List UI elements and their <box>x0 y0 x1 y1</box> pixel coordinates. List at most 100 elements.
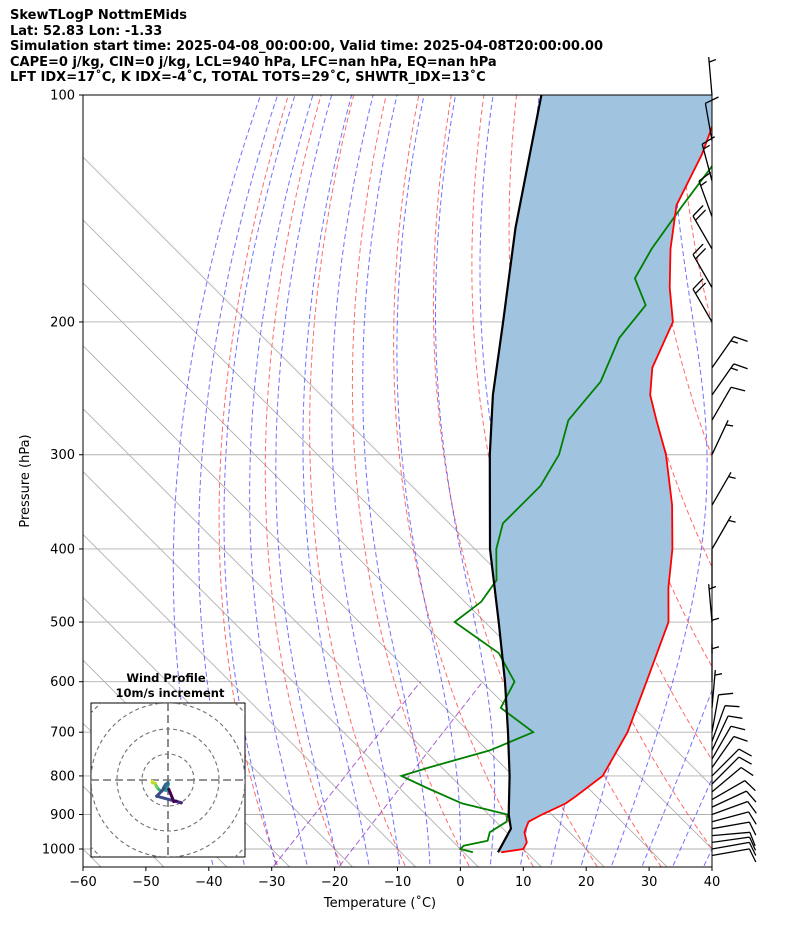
y-axis-label: Pressure (hPa) <box>18 434 33 527</box>
wind-barb <box>711 811 757 825</box>
wind-barb <box>711 848 757 863</box>
wind-barb <box>711 692 734 733</box>
wind-profile-inset: Wind Profile 10m/s increment <box>90 671 246 858</box>
isotherm <box>83 156 712 787</box>
wind-barb <box>711 821 757 836</box>
temperature-line <box>501 124 712 854</box>
chart-series <box>398 95 712 854</box>
isotherm <box>83 408 542 867</box>
moist-adiabat <box>302 95 370 867</box>
cape-line: CAPE=0 j/kg, CIN=0 j/kg, LCL=940 hPa, LF… <box>10 54 497 70</box>
time-line: Simulation start time: 2025-04-08_00:00:… <box>10 39 603 55</box>
chart-axes: −60 −50 −40 −30 −20 −10 0 10 20 30 40 100 200 300 400 5… <box>42 89 720 891</box>
isotherm <box>83 470 479 867</box>
wind-barb <box>711 790 757 808</box>
dry-adiabat <box>309 95 407 867</box>
dry-adiabat <box>743 78 794 880</box>
x-tick-label: 30 <box>641 875 658 890</box>
x-axis-label: Temperature (˚C) <box>323 895 436 911</box>
moist-adiabat <box>479 95 535 867</box>
x-tick-label: −30 <box>258 875 285 890</box>
y-tick-label: 100 <box>50 89 75 104</box>
wind-barb <box>711 386 746 421</box>
wind-barb <box>708 584 717 623</box>
hodograph-segment <box>167 787 172 795</box>
wind-barb <box>692 278 713 323</box>
indices-line: LFT IDX=17˚C, K IDX=-4˚C, TOTAL TOTS=29˚… <box>10 70 486 86</box>
wind-barb <box>711 643 720 682</box>
isotherm <box>83 848 102 867</box>
x-tick-label: −20 <box>321 875 348 890</box>
hodograph-segment <box>168 791 176 804</box>
wind-barb <box>711 836 757 851</box>
x-tick-label: 0 <box>456 875 464 890</box>
moist-adiabat <box>610 95 708 867</box>
wind-barb <box>692 243 713 288</box>
wind-barb <box>711 780 756 801</box>
wind-barb <box>711 735 748 768</box>
dry-adiabat <box>393 95 535 867</box>
wind-barb <box>711 471 736 506</box>
moist-adiabat <box>641 688 712 867</box>
x-tick-label: −50 <box>132 875 159 890</box>
dry-adiabat <box>678 95 712 326</box>
mixing-ratio-line <box>338 681 484 867</box>
wind-barb <box>711 841 757 856</box>
moist-adiabat <box>223 95 296 867</box>
chart-title: SkewTLogP NottmEMids <box>10 8 188 23</box>
wind-barb <box>711 748 752 777</box>
wind-barb <box>711 363 748 396</box>
x-tick-label: 20 <box>578 875 595 890</box>
moist-adiabat <box>275 95 340 867</box>
moist-adiabat <box>362 95 431 867</box>
wind-barb <box>711 670 723 708</box>
x-tick-label: −60 <box>69 875 96 890</box>
y-tick-label: 1000 <box>42 843 75 858</box>
y-tick-label: 400 <box>50 542 75 557</box>
wind-barb <box>711 515 736 550</box>
inset-title: Wind Profile <box>126 671 206 685</box>
y-tick-label: 200 <box>50 315 75 330</box>
moist-adiabat <box>331 95 401 867</box>
y-tick-label: 600 <box>50 675 75 690</box>
dewpoint-line <box>398 164 712 854</box>
location-line: Lat: 52.83 Lon: -1.33 <box>10 23 163 39</box>
mixing-ratio-line <box>272 681 421 867</box>
y-tick-label: 500 <box>50 616 75 631</box>
wind-barb <box>711 715 743 751</box>
dry-adiabat <box>264 95 343 867</box>
wind-barbs <box>692 57 757 863</box>
wind-barb <box>711 831 756 847</box>
x-tick-label: 10 <box>515 875 532 890</box>
moist-adiabat <box>396 95 461 867</box>
wind-barb <box>708 57 717 96</box>
wind-barb <box>698 171 713 217</box>
dry-adiabat <box>351 95 471 867</box>
wind-barb <box>711 756 752 785</box>
moist-adiabat <box>249 95 314 867</box>
wind-barb <box>711 420 734 455</box>
wind-barb <box>692 205 713 250</box>
wind-barb <box>701 136 716 182</box>
moist-adiabat <box>728 95 794 880</box>
moist-adiabat <box>172 95 262 867</box>
wind-barb <box>711 335 748 369</box>
y-tick-label: 900 <box>50 808 75 823</box>
parcel-profile-line <box>488 95 543 853</box>
dry-adiabat <box>711 95 712 102</box>
dry-adiabat <box>775 78 794 880</box>
chart-header: SkewTLogP NottmEMids Lat: 52.83 Lon: -1.… <box>10 8 603 86</box>
x-tick-label: 40 <box>704 875 721 890</box>
wind-barb <box>704 96 719 141</box>
isotherm <box>83 533 416 867</box>
wind-barb <box>711 705 740 742</box>
y-tick-label: 800 <box>50 769 75 784</box>
y-tick-label: 300 <box>50 448 75 463</box>
moist-adiabat <box>198 95 279 867</box>
x-tick-label: −40 <box>195 875 222 890</box>
wind-barb <box>711 725 746 760</box>
wind-barb <box>711 766 754 793</box>
moist-adiabat <box>435 95 496 867</box>
wind-barb <box>711 800 757 816</box>
